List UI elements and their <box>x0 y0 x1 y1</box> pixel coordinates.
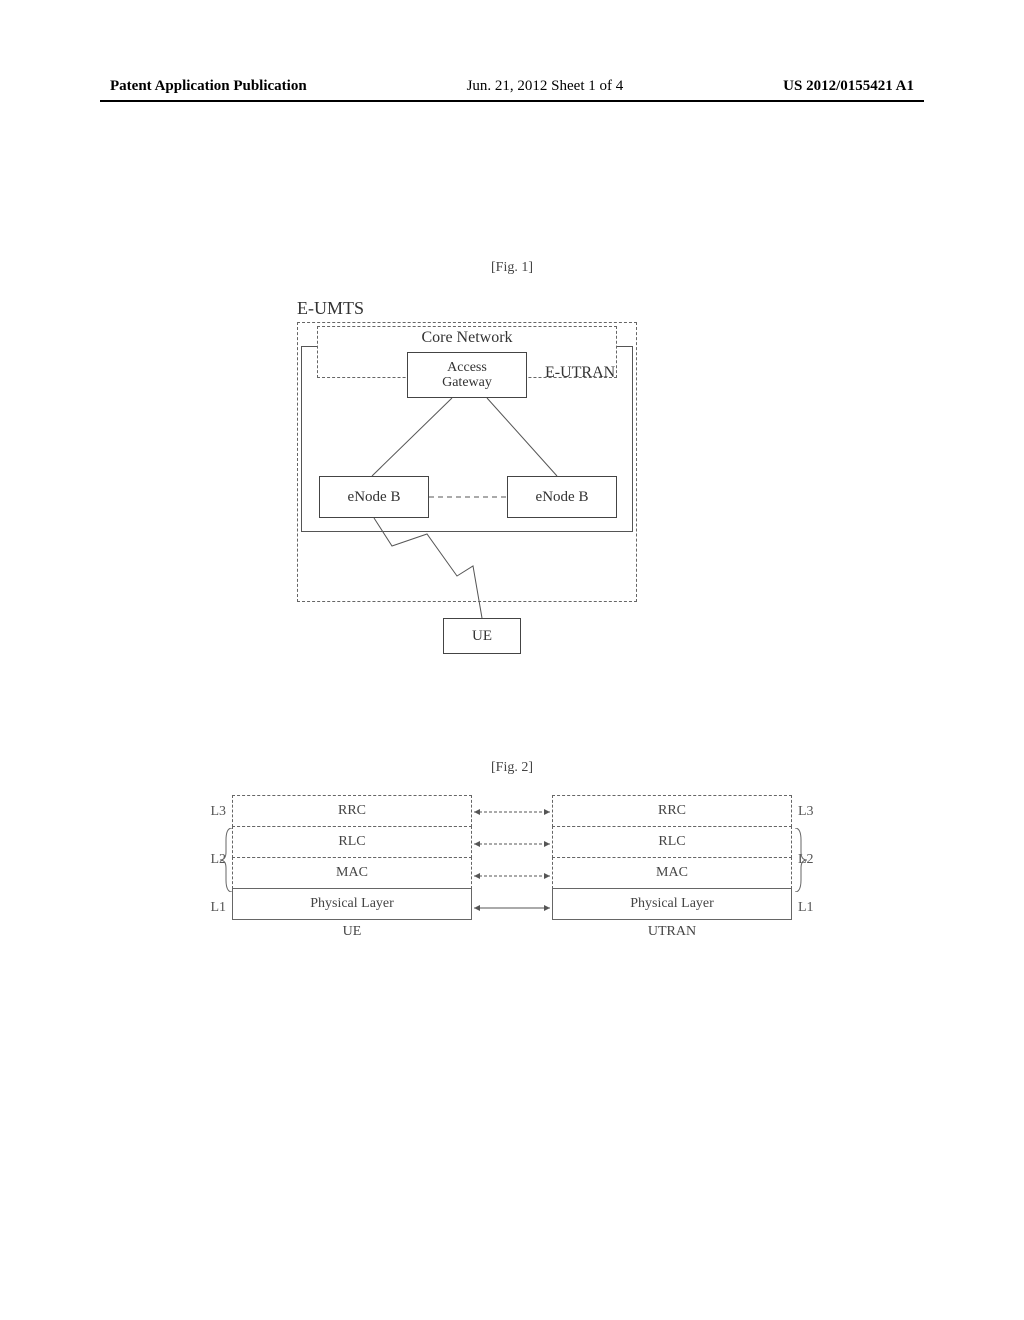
fig1-label: [Fig. 1] <box>0 260 1024 276</box>
enodeb-box-2: eNode B <box>507 476 617 518</box>
ue-rlc: RLC <box>232 826 472 858</box>
right-L1: L1 <box>798 900 814 916</box>
header-center: Jun. 21, 2012 Sheet 1 of 4 <box>467 78 624 95</box>
ue-mac: MAC <box>232 857 472 889</box>
page-header: Patent Application Publication Jun. 21, … <box>0 78 1024 95</box>
eutran-label: E-UTRAN <box>545 364 615 382</box>
ue-box: UE <box>443 618 521 654</box>
ue-rrc: RRC <box>232 795 472 827</box>
header-left: Patent Application Publication <box>110 78 307 95</box>
figure-1: [Fig. 1] E-UMTS Core Network Access Gate… <box>0 260 1024 696</box>
left-L3: L3 <box>204 804 226 820</box>
header-right: US 2012/0155421 A1 <box>783 78 914 95</box>
ue-text: UE <box>472 628 492 645</box>
fig2-diagram: L3 L2 L1 L3 L2 L1 RRC RLC MAC Physical L… <box>162 796 862 1006</box>
fig2-label: [Fig. 2] <box>0 760 1024 776</box>
utran-mac: MAC <box>552 857 792 889</box>
utran-stack: RRC RLC MAC Physical Layer UTRAN <box>552 796 792 940</box>
eumts-label: E-UMTS <box>297 298 364 319</box>
header-rule <box>100 100 924 102</box>
enodeb-text-1: eNode B <box>348 489 401 506</box>
utran-rrc: RRC <box>552 795 792 827</box>
ag-line2: Gateway <box>442 375 492 390</box>
utran-phy: Physical Layer <box>552 888 792 920</box>
figure-2: [Fig. 2] L3 L2 L1 L3 L2 L1 RRC RLC MAC P… <box>0 760 1024 1006</box>
enodeb-text-2: eNode B <box>536 489 589 506</box>
ue-stack-label: UE <box>232 924 472 940</box>
ue-phy: Physical Layer <box>232 888 472 920</box>
enodeb-box-1: eNode B <box>319 476 429 518</box>
utran-stack-label: UTRAN <box>552 924 792 940</box>
right-L3: L3 <box>798 804 814 820</box>
ag-line1: Access <box>447 360 487 375</box>
left-L1: L1 <box>204 900 226 916</box>
fig1-diagram: E-UMTS Core Network Access Gateway E-UTR… <box>297 316 727 696</box>
core-network-text: Core Network <box>421 329 512 347</box>
access-gateway-box: Access Gateway <box>407 352 527 398</box>
right-brace-icon <box>793 828 807 892</box>
ue-stack: RRC RLC MAC Physical Layer UE <box>232 796 472 940</box>
utran-rlc: RLC <box>552 826 792 858</box>
